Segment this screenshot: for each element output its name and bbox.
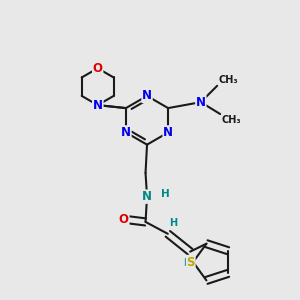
- Text: O: O: [119, 213, 129, 226]
- Text: H: H: [169, 218, 177, 229]
- Text: N: N: [163, 126, 173, 139]
- Text: N: N: [142, 89, 152, 102]
- Text: N: N: [93, 99, 103, 112]
- Text: N: N: [196, 96, 206, 109]
- Text: H: H: [183, 258, 191, 268]
- Text: N: N: [142, 190, 152, 203]
- Text: O: O: [93, 62, 103, 75]
- Text: H: H: [161, 189, 170, 199]
- Text: CH₃: CH₃: [221, 115, 241, 125]
- Text: CH₃: CH₃: [218, 75, 238, 85]
- Text: S: S: [187, 256, 195, 268]
- Text: N: N: [93, 99, 103, 112]
- Text: N: N: [121, 126, 131, 139]
